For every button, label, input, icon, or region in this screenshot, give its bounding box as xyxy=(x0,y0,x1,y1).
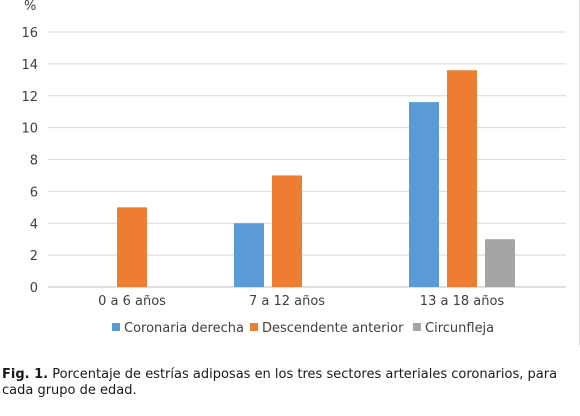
bar xyxy=(485,239,515,287)
bars xyxy=(117,70,515,287)
caption-label: Fig. 1. xyxy=(2,367,49,382)
bar xyxy=(234,223,264,287)
y-tick-label: 12 xyxy=(21,90,38,105)
chart-area: % 0 2 4 6 8 10 12 14 16 0 a 6 años 7 a 12 años 13 … xyxy=(21,0,580,345)
bar xyxy=(447,70,477,287)
y-tick-label: 14 xyxy=(21,58,38,73)
legend: Coronaria derecha Descendente anterior Cir… xyxy=(112,321,494,336)
category-label: 13 a 18 años xyxy=(420,294,505,309)
category-label: 7 a 12 años xyxy=(249,294,325,309)
y-tick-label: 8 xyxy=(30,154,38,169)
bar xyxy=(117,207,147,287)
category-labels: 0 a 6 años 7 a 12 años 13 a 18 años xyxy=(98,294,504,309)
legend-label: Coronaria derecha xyxy=(124,321,244,336)
category-label: 0 a 6 años xyxy=(98,294,166,309)
legend-swatch xyxy=(413,323,421,331)
bar-chart: % 0 2 4 6 8 10 12 14 16 0 a 6 años 7 a 12 años 13 … xyxy=(21,0,566,336)
y-tick-label: 0 xyxy=(30,281,38,296)
y-tick-label: 2 xyxy=(30,249,38,264)
caption-text: Porcentaje de estrías adiposas en los tr… xyxy=(2,367,558,398)
figure-caption: Fig. 1. Porcentaje de estrías adiposas e… xyxy=(2,367,578,399)
y-unit-label: % xyxy=(24,0,36,14)
bar xyxy=(272,175,302,287)
legend-label: Descendente anterior xyxy=(262,321,404,336)
legend-swatch xyxy=(250,323,258,331)
bar xyxy=(409,102,439,287)
y-tick-label: 4 xyxy=(30,217,38,232)
y-tick-label: 10 xyxy=(21,122,38,137)
y-tick-label: 16 xyxy=(21,26,38,41)
y-tick-labels: 0 2 4 6 8 10 12 14 16 xyxy=(21,26,38,296)
y-tick-label: 6 xyxy=(30,185,38,200)
legend-label: Circunflejа xyxy=(425,321,494,336)
legend-swatch xyxy=(112,323,120,331)
